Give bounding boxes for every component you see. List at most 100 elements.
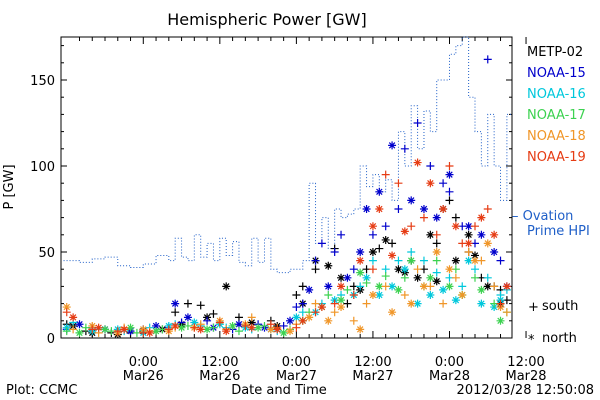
south-point	[419, 256, 428, 265]
south-point	[266, 320, 275, 329]
north-point	[69, 313, 78, 322]
south-point	[388, 239, 397, 248]
north-point	[152, 321, 161, 330]
north-point	[413, 273, 422, 282]
south-point	[311, 299, 320, 308]
north-point	[458, 291, 467, 299]
plot-frame	[60, 36, 513, 339]
south-point	[69, 325, 78, 334]
south-point	[451, 273, 460, 282]
north-point	[362, 205, 371, 213]
south-point	[292, 303, 301, 312]
north-point	[483, 239, 492, 248]
south-point	[292, 291, 301, 299]
ovation-label-line1: – Ovation	[512, 209, 573, 224]
north-point	[464, 222, 473, 231]
south-point	[349, 316, 358, 325]
north-marker-symbol: *	[528, 333, 535, 348]
north-point	[490, 248, 499, 256]
north-point	[286, 327, 295, 336]
south-point	[419, 213, 428, 222]
south-point	[62, 327, 71, 336]
north-point	[471, 251, 480, 260]
x-tick-time-label: 12:00	[354, 355, 391, 370]
north-point	[177, 323, 186, 332]
north-point	[419, 205, 428, 213]
north-point	[337, 296, 346, 305]
north-point	[445, 282, 454, 291]
north-point	[394, 265, 403, 274]
north-point	[451, 256, 460, 265]
north-point	[464, 256, 473, 265]
south-point	[471, 273, 480, 282]
south-point	[400, 144, 409, 153]
south-point	[445, 196, 454, 205]
south-point	[381, 170, 390, 179]
south-point	[407, 248, 416, 256]
south-point	[241, 321, 250, 330]
north-point	[451, 296, 460, 305]
x-tick-date-label: Mar28	[429, 369, 470, 384]
north-point	[394, 285, 403, 294]
north-point	[286, 316, 295, 325]
south-point	[311, 256, 320, 265]
north-point	[432, 213, 441, 222]
south-point	[407, 222, 416, 231]
north-point	[317, 303, 326, 312]
north-point	[496, 316, 505, 325]
south-point	[400, 273, 409, 282]
north-point	[439, 285, 448, 294]
south-marker-label: south	[542, 299, 578, 314]
south-point	[439, 179, 448, 188]
north-point	[483, 282, 492, 291]
north-point	[388, 308, 397, 317]
south-point	[483, 205, 492, 213]
north-point	[388, 141, 397, 150]
north-point	[324, 316, 333, 325]
south-point	[368, 230, 377, 239]
south-point	[432, 230, 441, 239]
south-point	[209, 323, 218, 332]
south-point	[183, 299, 192, 308]
south-point	[439, 299, 448, 308]
north-point	[266, 325, 275, 334]
north-point	[203, 325, 212, 334]
south-point	[171, 308, 180, 317]
x-tick-time-label: 12:00	[507, 355, 544, 370]
north-point	[407, 196, 416, 205]
south-point	[349, 265, 358, 274]
north-point	[426, 230, 435, 239]
north-point	[234, 320, 243, 329]
south-point	[471, 222, 480, 231]
north-point	[279, 328, 288, 337]
north-point	[75, 320, 84, 329]
x-tick-date-label: Mar27	[352, 369, 393, 384]
north-point	[222, 327, 231, 336]
y-tick-label: 150	[30, 74, 55, 89]
series-noaa-16	[62, 248, 511, 337]
south-point	[483, 273, 492, 282]
north-point	[298, 316, 307, 325]
south-point	[471, 265, 480, 274]
legend-entry-noaa-19: NOAA-19	[527, 150, 586, 165]
south-point	[215, 318, 224, 327]
south-point	[81, 323, 90, 332]
north-point	[477, 230, 486, 239]
north-point	[305, 313, 314, 322]
north-point	[375, 282, 384, 291]
south-point	[432, 256, 441, 265]
north-point	[400, 265, 409, 274]
legend-entry-noaa-17: NOAA-17	[527, 108, 586, 123]
south-point	[368, 265, 377, 274]
legend-entry-noaa-16: NOAA-16	[527, 87, 586, 102]
x-tick-time-label: 12:00	[201, 355, 238, 370]
south-point	[298, 299, 307, 308]
footer-left: Plot: CCMC	[6, 383, 77, 398]
south-point	[203, 316, 212, 325]
north-point	[171, 299, 180, 308]
south-point	[62, 308, 71, 317]
series-legend: METP-02 NOAA-15 NOAA-16 NOAA-17 NOAA-18 NOAA-…	[527, 45, 586, 165]
north-point	[337, 303, 346, 312]
south-point	[394, 179, 403, 188]
